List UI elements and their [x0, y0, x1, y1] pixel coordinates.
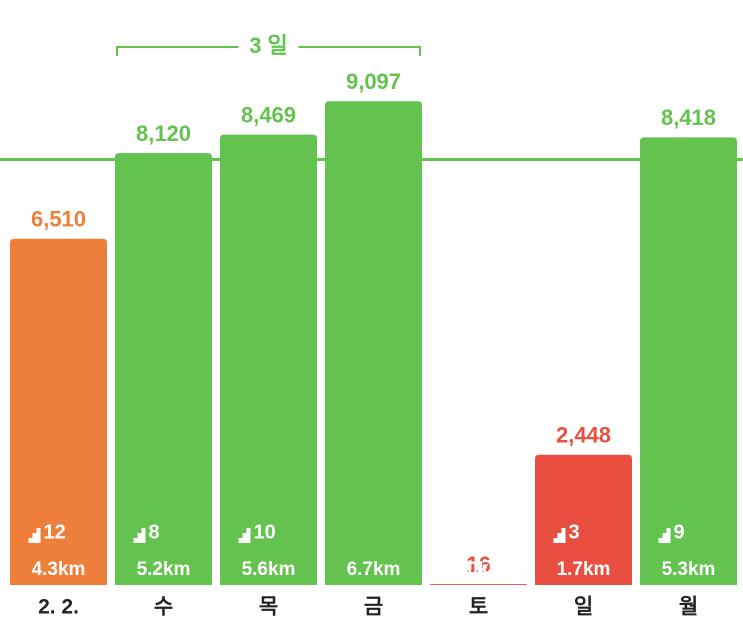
- distance-label: 5.3km: [662, 559, 716, 580]
- value-label: 9,097: [346, 69, 401, 94]
- value-label: 8,469: [241, 102, 296, 127]
- value-label: 8,418: [661, 105, 716, 130]
- floors-label: 12: [44, 521, 66, 543]
- distance-label: 6.7km: [347, 559, 401, 580]
- value-label: 2,448: [556, 423, 611, 448]
- x-tick-label: 금: [364, 596, 383, 619]
- x-tick-label: 일: [574, 596, 593, 619]
- floors-label: 10: [254, 521, 276, 543]
- x-tick-label: 월: [679, 596, 698, 619]
- value-label: 6,510: [31, 207, 86, 232]
- distance-label: 1.7km: [557, 559, 611, 580]
- bar: [220, 134, 317, 585]
- streak-bracket: [116, 46, 421, 56]
- stairs-icon: [133, 528, 146, 543]
- bar: [115, 153, 212, 585]
- floors-label: 9: [674, 521, 685, 543]
- x-tick-label: 2. 2.: [38, 596, 79, 619]
- streak-label: 3 일: [249, 33, 288, 58]
- bar: [325, 101, 422, 585]
- x-tick-label: 수: [154, 596, 173, 619]
- stairs-icon: [28, 528, 41, 543]
- bar: [430, 584, 527, 585]
- x-tick-label: 토: [469, 596, 488, 619]
- value-label: 16: [466, 552, 490, 577]
- bar: [10, 238, 107, 585]
- stairs-icon: [553, 528, 566, 543]
- value-label: 8,120: [136, 121, 191, 146]
- stairs-icon: [238, 528, 251, 543]
- bar: [535, 454, 632, 585]
- x-tick-label: 목: [259, 596, 278, 619]
- distance-label: 0.0km: [452, 559, 506, 580]
- stairs-icon: [658, 528, 671, 543]
- distance-label: 4.3km: [32, 559, 86, 580]
- floors-label: 3: [569, 521, 580, 543]
- bar: [640, 137, 737, 585]
- distance-label: 5.2km: [137, 559, 191, 580]
- floors-label: 8: [149, 521, 160, 543]
- distance-label: 5.6km: [242, 559, 296, 580]
